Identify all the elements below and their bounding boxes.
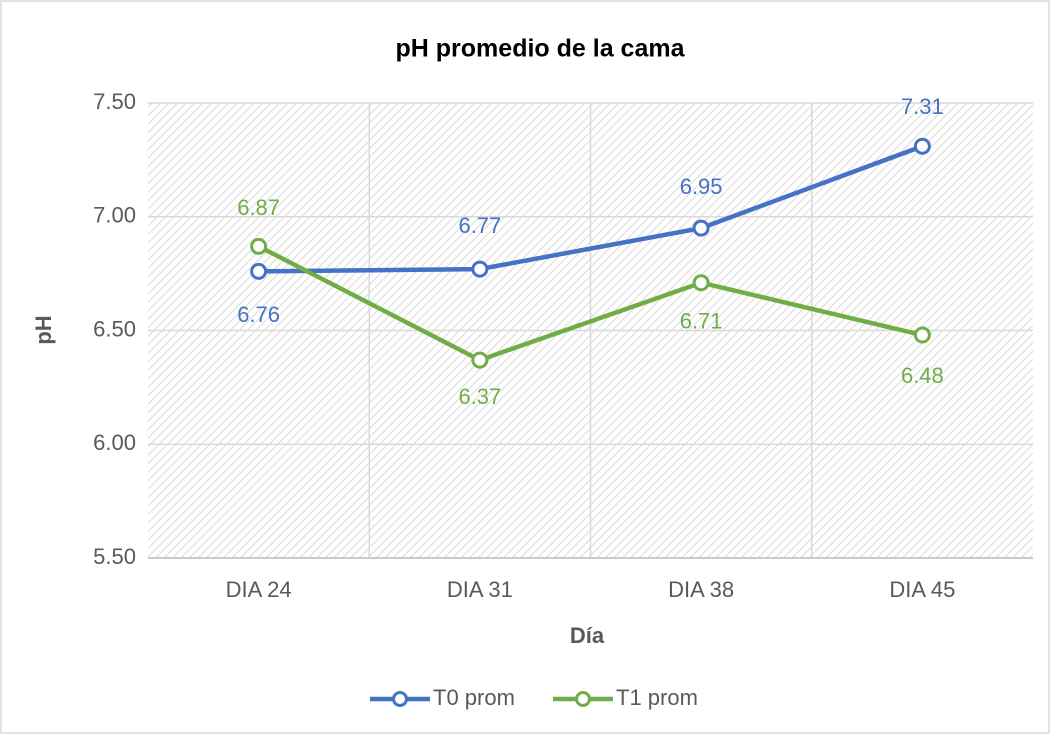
chart-title: pH promedio de la cama xyxy=(396,35,686,63)
marker xyxy=(692,274,710,292)
data-label: 6.95 xyxy=(680,174,723,199)
data-label: 6.37 xyxy=(458,384,501,409)
y-tick-label: 6.00 xyxy=(93,430,136,455)
marker xyxy=(692,219,710,237)
x-tick-label: DIA 24 xyxy=(226,577,292,602)
series-line xyxy=(258,144,924,274)
data-label: 6.71 xyxy=(680,309,723,334)
y-tick-label: 7.00 xyxy=(93,203,136,228)
data-label: 6.48 xyxy=(901,363,944,388)
legend-marker xyxy=(392,691,408,707)
x-tick-label: DIA 45 xyxy=(889,577,955,602)
y-tick-label: 7.50 xyxy=(93,89,136,114)
data-label: 7.31 xyxy=(901,94,944,119)
data-label: 6.76 xyxy=(237,302,280,327)
series-line xyxy=(257,244,923,363)
x-tick-label: DIA 31 xyxy=(447,577,513,602)
marker xyxy=(471,260,489,278)
marker xyxy=(913,326,931,344)
y-tick-label: 6.50 xyxy=(93,316,136,341)
legend-label: T0 prom xyxy=(433,685,515,710)
marker xyxy=(913,137,931,155)
legend-label: T1 prom xyxy=(616,685,698,710)
data-label: 6.87 xyxy=(237,195,280,220)
y-tick-label: 5.50 xyxy=(93,544,136,569)
legend-marker xyxy=(575,691,591,707)
data-label: 6.77 xyxy=(458,213,501,238)
marker xyxy=(471,351,489,369)
marker xyxy=(250,262,268,280)
x-axis-label: Día xyxy=(570,623,605,648)
y-axis-label: pH xyxy=(31,315,56,344)
x-tick-label: DIA 38 xyxy=(668,577,734,602)
marker xyxy=(250,237,268,255)
